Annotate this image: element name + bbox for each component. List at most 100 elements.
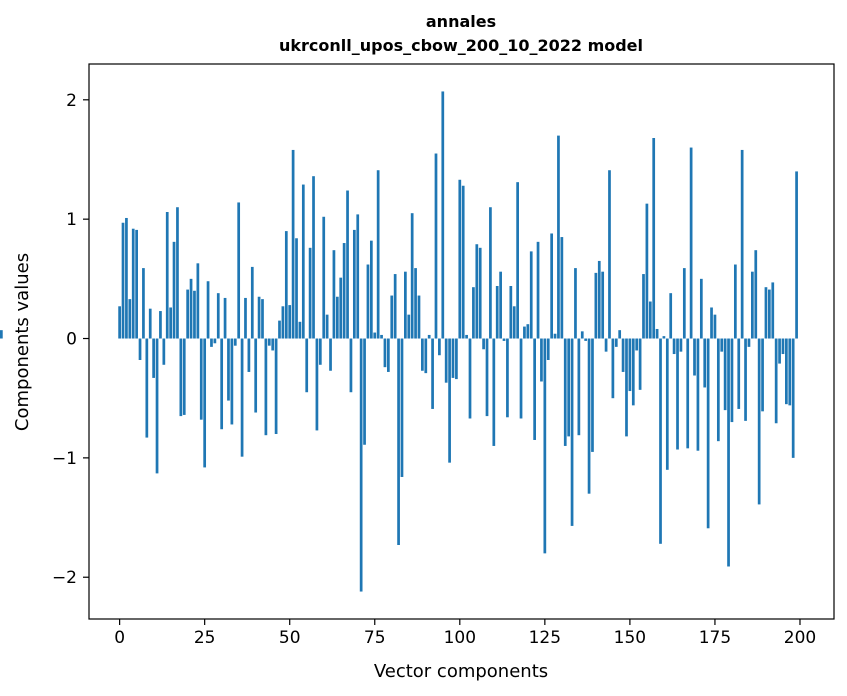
bar <box>135 229 138 339</box>
chart-title: annales <box>426 12 496 31</box>
bar <box>614 338 618 347</box>
bar <box>223 297 227 339</box>
bar <box>699 278 703 339</box>
bar <box>291 149 295 339</box>
bar <box>645 203 649 339</box>
bar <box>427 334 431 339</box>
bar <box>713 314 717 339</box>
bar <box>455 338 458 380</box>
bar <box>720 338 724 352</box>
bar <box>468 338 472 419</box>
bar <box>162 338 166 365</box>
bar <box>506 338 509 418</box>
bar <box>417 295 421 339</box>
y-tick-label: −2 <box>52 568 77 588</box>
bar <box>642 274 645 339</box>
bar <box>356 214 360 339</box>
bar <box>118 306 121 339</box>
x-tick-label: 0 <box>114 628 125 648</box>
bar <box>580 331 584 339</box>
bar <box>461 185 465 339</box>
bar <box>182 338 186 415</box>
bar <box>441 91 445 339</box>
bars-group <box>0 91 798 592</box>
bar <box>716 338 720 442</box>
bar <box>489 207 492 339</box>
bar <box>628 338 632 392</box>
bar <box>733 264 737 339</box>
bar <box>686 338 690 449</box>
bar <box>478 247 482 339</box>
bar <box>560 237 564 339</box>
bar <box>676 338 679 450</box>
bar <box>227 338 230 401</box>
y-tick-label: 2 <box>66 91 77 111</box>
bar <box>131 228 135 339</box>
bar <box>788 338 792 406</box>
bar <box>638 338 642 390</box>
bar <box>346 190 349 339</box>
bar <box>189 278 193 339</box>
bar <box>434 153 438 339</box>
bar <box>795 171 798 339</box>
bar <box>308 247 312 339</box>
bar <box>523 326 526 339</box>
bar <box>543 338 547 554</box>
bar <box>322 216 326 339</box>
y-tick-label: 1 <box>66 210 77 230</box>
bar <box>295 238 298 339</box>
bar <box>216 293 220 339</box>
bar <box>230 338 234 425</box>
bar <box>706 338 710 529</box>
x-tick-label: 200 <box>784 628 816 648</box>
bar <box>155 338 159 474</box>
bar <box>761 338 764 412</box>
bar <box>325 314 329 339</box>
bar <box>791 338 795 458</box>
bar <box>264 338 268 436</box>
bar <box>363 338 366 445</box>
bar <box>128 299 132 339</box>
bar <box>213 338 217 344</box>
bar <box>723 338 727 411</box>
bar <box>679 338 683 352</box>
bar <box>315 338 319 431</box>
bar <box>648 301 652 339</box>
bar <box>597 260 601 339</box>
bar <box>240 338 244 457</box>
x-axis-ticks: 0 25 50 75 100 125 150 175 200 <box>114 619 816 648</box>
bar <box>625 338 628 437</box>
bar <box>744 338 747 421</box>
bar <box>305 338 309 393</box>
bar <box>318 338 322 365</box>
bar <box>533 338 536 440</box>
bar <box>400 338 404 477</box>
bar <box>696 338 700 451</box>
bar <box>431 338 434 409</box>
bar <box>757 338 761 505</box>
bar <box>410 213 414 339</box>
bar <box>274 338 278 434</box>
bar <box>424 338 428 374</box>
y-tick-label: 0 <box>66 330 77 350</box>
bar <box>740 149 744 339</box>
bar <box>601 271 605 339</box>
bar <box>169 307 172 339</box>
bar <box>257 296 261 339</box>
bar <box>475 244 479 339</box>
bar <box>553 333 557 339</box>
bar <box>536 241 540 339</box>
bar <box>689 147 693 339</box>
bar <box>332 250 336 339</box>
bar <box>672 338 676 355</box>
bar <box>604 338 608 352</box>
bar <box>199 338 203 420</box>
bar <box>121 222 125 339</box>
bar <box>669 293 673 339</box>
bar <box>159 311 162 339</box>
bar <box>369 240 373 339</box>
bar <box>179 338 183 417</box>
bar <box>495 286 499 339</box>
bar <box>172 241 176 339</box>
bar <box>335 296 339 339</box>
